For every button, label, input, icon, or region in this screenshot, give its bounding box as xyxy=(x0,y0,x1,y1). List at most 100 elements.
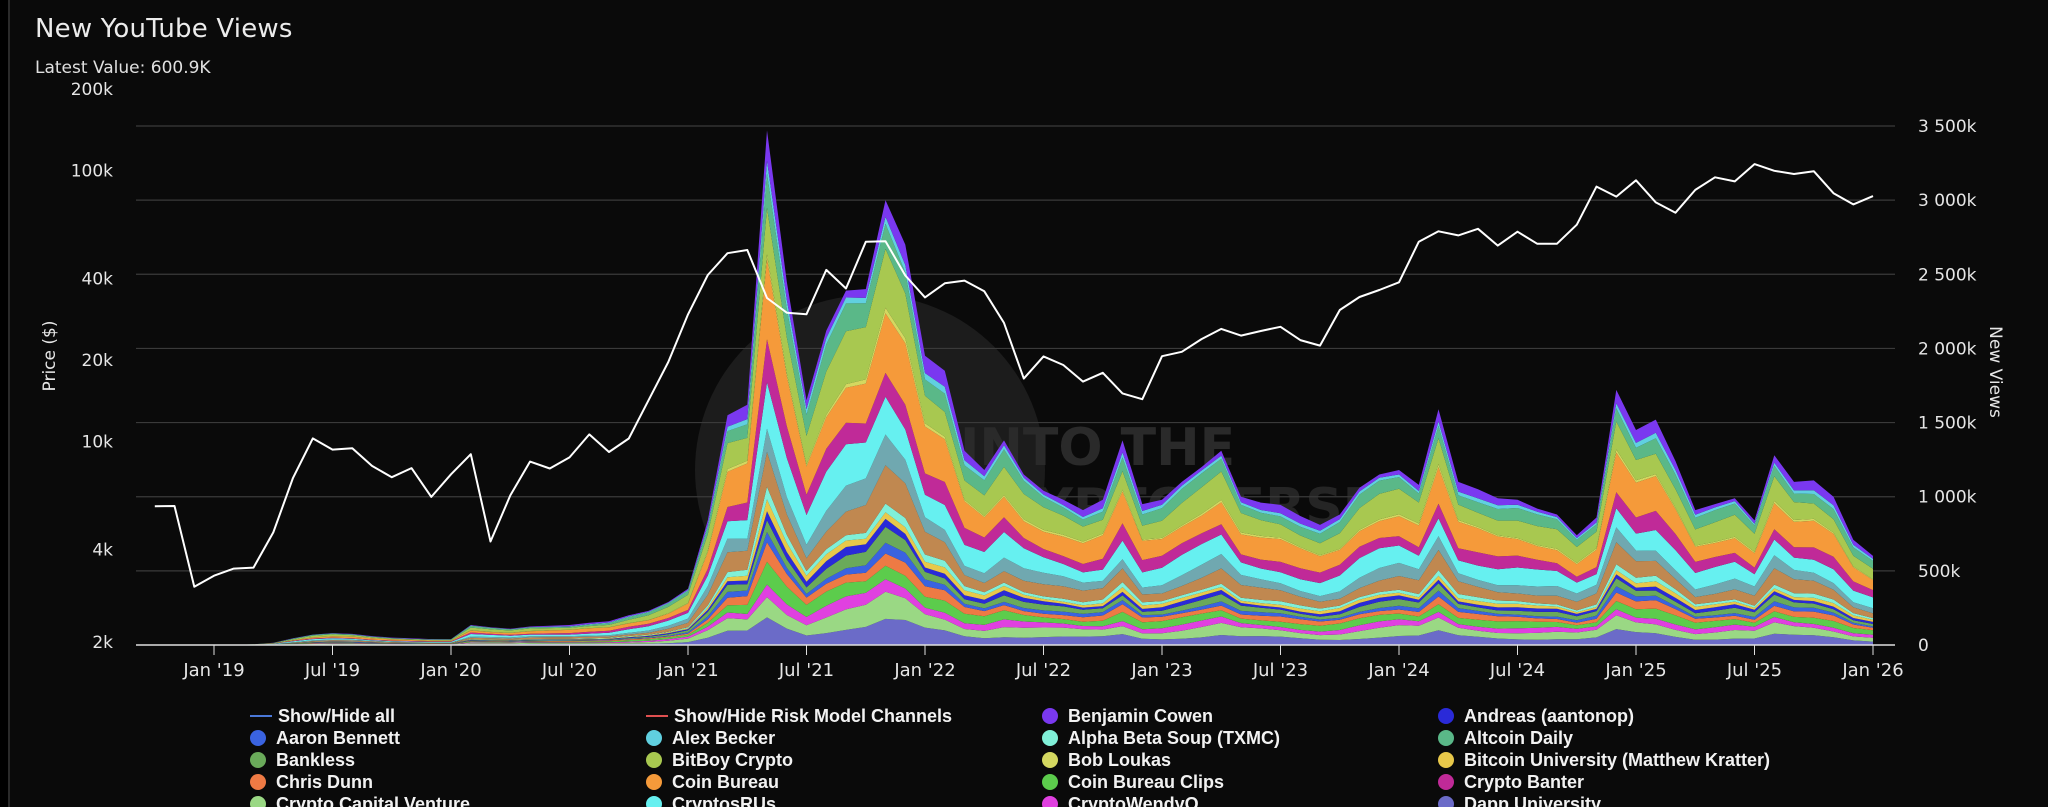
left-tick-label: 40k xyxy=(82,269,114,289)
right-tick-label: 3 500k xyxy=(1918,117,1977,137)
legend-dot-icon xyxy=(1042,752,1058,768)
legend-item[interactable]: Dapp University xyxy=(1438,793,1601,807)
legend-item[interactable]: Show/Hide Risk Model Channels xyxy=(646,705,952,727)
legend-label: Altcoin Daily xyxy=(1464,727,1574,748)
left-tick-label: 2k xyxy=(92,633,113,653)
legend-item[interactable]: Benjamin Cowen xyxy=(1042,705,1213,727)
left-tick-label: 200k xyxy=(71,80,113,100)
x-tick-label: Jul '22 xyxy=(1015,660,1071,681)
left-tick-label: 100k xyxy=(71,162,113,182)
legend-dot-icon xyxy=(1438,752,1454,768)
legend-label: Coin Bureau Clips xyxy=(1068,771,1225,792)
legend-dot-icon xyxy=(250,730,266,746)
x-tick-label: Jul '23 xyxy=(1252,660,1308,681)
legend: Show/Hide all Show/Hide Risk Model Channe… xyxy=(0,700,2048,807)
right-y-axis: 3 500k 3 000k 2 500k 2 000k 1 500k 1 000k 500k… xyxy=(1918,117,1977,656)
btc-price-line xyxy=(154,163,1874,588)
x-tick-label: Jan '23 xyxy=(1130,660,1192,681)
right-axis-title: New Views xyxy=(1985,326,2005,418)
area-series xyxy=(154,617,1873,645)
legend-label: Aaron Bennett xyxy=(276,727,401,748)
latest-value: Latest Value: 600.9K xyxy=(35,58,211,78)
legend-label: Bankless xyxy=(276,749,356,770)
legend-label: Show/Hide all xyxy=(278,705,396,726)
left-axis-title: Price ($) xyxy=(40,321,60,392)
x-tick-label: Jan '19 xyxy=(182,660,244,681)
left-tick-label: 4k xyxy=(92,540,113,560)
legend-item[interactable]: CryptoWendyO xyxy=(1042,793,1199,807)
legend-dot-icon xyxy=(1042,796,1058,807)
legend-label: Bitcoin University (Matthew Kratter) xyxy=(1464,749,1771,770)
legend-item[interactable]: Bitcoin University (Matthew Kratter) xyxy=(1438,749,1770,771)
legend-dot-icon xyxy=(1042,730,1058,746)
legend-item[interactable]: Coin Bureau xyxy=(646,771,779,793)
stacked-areas xyxy=(154,130,1873,646)
legend-dot-icon xyxy=(1042,708,1058,724)
legend-dot-icon xyxy=(1042,774,1058,790)
x-tick-label: Jul '24 xyxy=(1489,660,1545,681)
right-tick-label: 2 000k xyxy=(1918,339,1977,359)
legend-dot-icon xyxy=(250,796,266,807)
legend-line-icon xyxy=(646,715,668,717)
area-series xyxy=(154,591,1873,645)
x-axis: Jan '19 Jul '19 Jan '20 Jul '20 Jan '21 Jul '… xyxy=(136,644,1904,681)
right-tick-label: 1 000k xyxy=(1918,488,1977,508)
x-tick-label: Jan '22 xyxy=(893,660,955,681)
legend-label: Andreas (aantonop) xyxy=(1464,705,1635,726)
legend-line-icon xyxy=(250,715,272,717)
legend-label: CryptoWendyO xyxy=(1068,793,1199,807)
legend-item[interactable]: CryptosRUs xyxy=(646,793,776,807)
x-tick-label: Jul '19 xyxy=(304,660,360,681)
window-edge xyxy=(0,0,10,807)
legend-label: Dapp University xyxy=(1464,793,1602,807)
legend-dot-icon xyxy=(1438,708,1454,724)
legend-label: Crypto Banter xyxy=(1464,771,1585,792)
left-tick-label: 20k xyxy=(82,351,114,371)
legend-item[interactable]: Chris Dunn xyxy=(250,771,373,793)
right-tick-label: 500k xyxy=(1918,562,1960,582)
legend-dot-icon xyxy=(646,752,662,768)
legend-item[interactable]: Altcoin Daily xyxy=(1438,727,1573,749)
legend-item[interactable]: Andreas (aantonop) xyxy=(1438,705,1634,727)
legend-dot-icon xyxy=(1438,774,1454,790)
chart-title: New YouTube Views xyxy=(35,14,293,44)
x-tick-label: Jan '24 xyxy=(1367,660,1429,681)
x-tick-label: Jan '21 xyxy=(656,660,718,681)
legend-dot-icon xyxy=(250,752,266,768)
legend-item[interactable]: Bankless xyxy=(250,749,355,771)
legend-item[interactable]: BitBoy Crypto xyxy=(646,749,793,771)
legend-item[interactable]: Alex Becker xyxy=(646,727,775,749)
legend-label: Bob Loukas xyxy=(1068,749,1172,770)
right-tick-label: 3 000k xyxy=(1918,191,1977,211)
btc-price-path xyxy=(154,163,1874,588)
right-tick-label: 0 xyxy=(1918,636,1929,656)
legend-item[interactable]: Coin Bureau Clips xyxy=(1042,771,1224,793)
legend-label: CryptosRUs xyxy=(672,793,777,807)
legend-item[interactable]: Bob Loukas xyxy=(1042,749,1171,771)
x-tick-label: Jul '25 xyxy=(1726,660,1782,681)
legend-label: Benjamin Cowen xyxy=(1068,705,1214,726)
left-y-axis: 200k 100k 40k 20k 10k 4k 2k xyxy=(71,80,113,653)
legend-item[interactable]: Crypto Banter xyxy=(1438,771,1584,793)
right-tick-label: 1 500k xyxy=(1918,414,1977,434)
legend-label: Crypto Capital Venture xyxy=(276,793,471,807)
legend-item[interactable]: Aaron Bennett xyxy=(250,727,400,749)
legend-item[interactable]: Crypto Capital Venture xyxy=(250,793,470,807)
legend-dot-icon xyxy=(1438,730,1454,746)
x-tick-label: Jul '20 xyxy=(541,660,597,681)
legend-label: Coin Bureau xyxy=(672,771,780,792)
legend-label: Chris Dunn xyxy=(276,771,373,792)
legend-label: BitBoy Crypto xyxy=(672,749,793,770)
legend-dot-icon xyxy=(250,774,266,790)
left-tick-label: 10k xyxy=(82,433,114,453)
legend-dot-icon xyxy=(646,774,662,790)
legend-dot-icon xyxy=(646,730,662,746)
legend-item[interactable]: Show/Hide all xyxy=(250,705,395,727)
legend-label: Alpha Beta Soup (TXMC) xyxy=(1068,727,1280,748)
right-tick-label: 2 500k xyxy=(1918,265,1977,285)
legend-item[interactable]: Alpha Beta Soup (TXMC) xyxy=(1042,727,1280,749)
x-tick-label: Jan '25 xyxy=(1604,660,1666,681)
legend-dot-icon xyxy=(1438,796,1454,807)
x-tick-label: Jul '21 xyxy=(778,660,834,681)
